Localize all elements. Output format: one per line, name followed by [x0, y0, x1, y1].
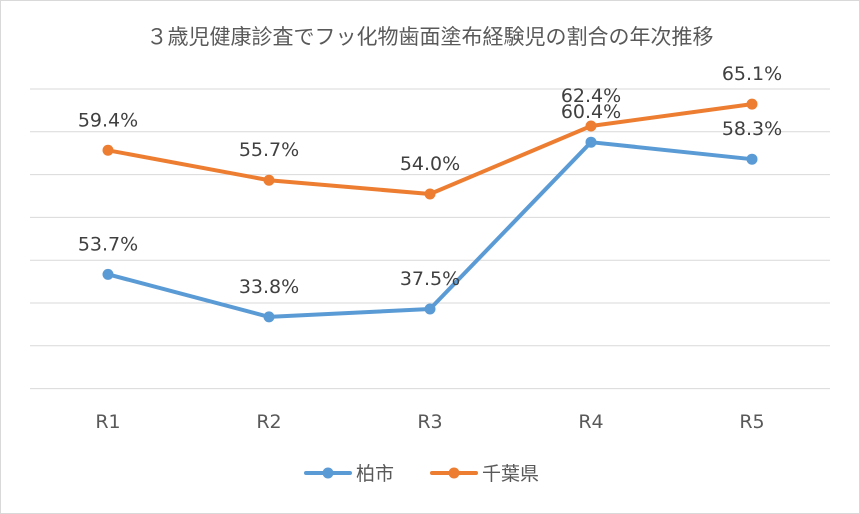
- gridlines: [30, 88, 830, 390]
- chart-title: ３歳児健康診査でフッ化物歯面塗布経験児の割合の年次推移: [147, 25, 714, 49]
- legend-swatch-marker: [322, 467, 334, 479]
- data-label: 59.4%: [78, 109, 138, 131]
- data-label: 55.7%: [239, 139, 299, 161]
- legend: 柏市 千葉県: [304, 463, 539, 485]
- legend-label: 柏市: [356, 463, 394, 485]
- data-label: 60.4%: [561, 101, 621, 123]
- data-point: [102, 268, 114, 280]
- series-layer: [102, 98, 758, 323]
- data-label: 62.4%: [561, 85, 621, 107]
- x-tick-label: R2: [256, 411, 281, 433]
- data-point: [746, 98, 758, 110]
- data-label: 33.8%: [239, 276, 299, 298]
- x-tick-label: R5: [739, 411, 764, 433]
- data-label: 58.3%: [722, 118, 782, 140]
- data-point: [585, 136, 597, 148]
- data-point: [263, 311, 275, 323]
- data-point: [263, 174, 275, 186]
- data-label: 37.5%: [400, 268, 460, 290]
- data-point: [585, 120, 597, 132]
- legend-swatch-marker: [448, 467, 460, 479]
- data-label: 65.1%: [722, 63, 782, 85]
- data-label: 53.7%: [78, 233, 138, 255]
- data-point: [746, 153, 758, 165]
- data-labels: 53.7% 33.8% 37.5% 60.4% 58.3% 59.4% 55.7% 54.0%…: [78, 63, 782, 298]
- x-tick-label: R3: [417, 411, 442, 433]
- data-point: [424, 303, 436, 315]
- x-tick-label: R4: [578, 411, 603, 433]
- x-tick-label: R1: [95, 411, 120, 433]
- legend-label: 千葉県: [482, 463, 539, 485]
- data-label: 54.0%: [400, 153, 460, 175]
- x-axis-ticks: R1 R2 R3 R4 R5: [95, 411, 764, 433]
- data-point: [424, 188, 436, 200]
- data-point: [102, 144, 114, 156]
